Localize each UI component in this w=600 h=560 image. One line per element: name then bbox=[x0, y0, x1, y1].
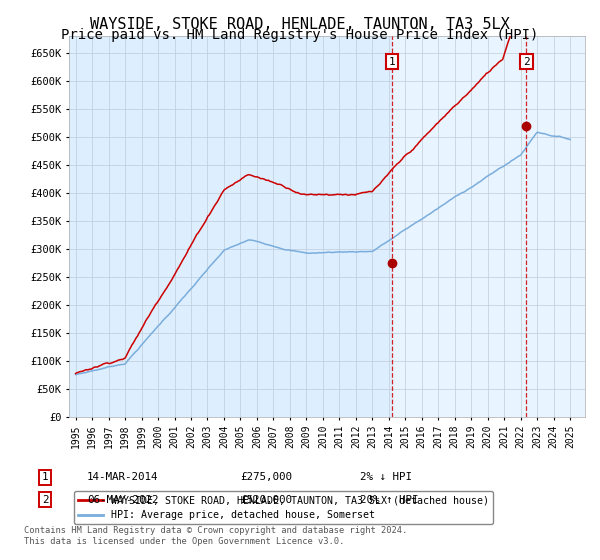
Text: Price paid vs. HM Land Registry's House Price Index (HPI): Price paid vs. HM Land Registry's House … bbox=[61, 28, 539, 42]
Bar bbox=[392, 36, 587, 417]
Text: £275,000: £275,000 bbox=[240, 472, 292, 482]
Text: 2: 2 bbox=[523, 57, 530, 67]
Text: £520,000: £520,000 bbox=[240, 494, 292, 505]
Text: 2: 2 bbox=[42, 494, 48, 505]
Legend: WAYSIDE, STOKE ROAD, HENLADE, TAUNTON, TA3 5LX (detached house), HPI: Average pr: WAYSIDE, STOKE ROAD, HENLADE, TAUNTON, T… bbox=[74, 492, 493, 525]
Text: 06-MAY-2022: 06-MAY-2022 bbox=[87, 494, 158, 505]
Text: 20% ↑ HPI: 20% ↑ HPI bbox=[360, 494, 419, 505]
Text: Contains HM Land Registry data © Crown copyright and database right 2024.
This d: Contains HM Land Registry data © Crown c… bbox=[24, 526, 407, 546]
Text: WAYSIDE, STOKE ROAD, HENLADE, TAUNTON, TA3 5LX: WAYSIDE, STOKE ROAD, HENLADE, TAUNTON, T… bbox=[90, 17, 510, 32]
Text: 1: 1 bbox=[42, 472, 48, 482]
Text: 2% ↓ HPI: 2% ↓ HPI bbox=[360, 472, 412, 482]
Text: 1: 1 bbox=[389, 57, 395, 67]
Text: 14-MAR-2014: 14-MAR-2014 bbox=[87, 472, 158, 482]
